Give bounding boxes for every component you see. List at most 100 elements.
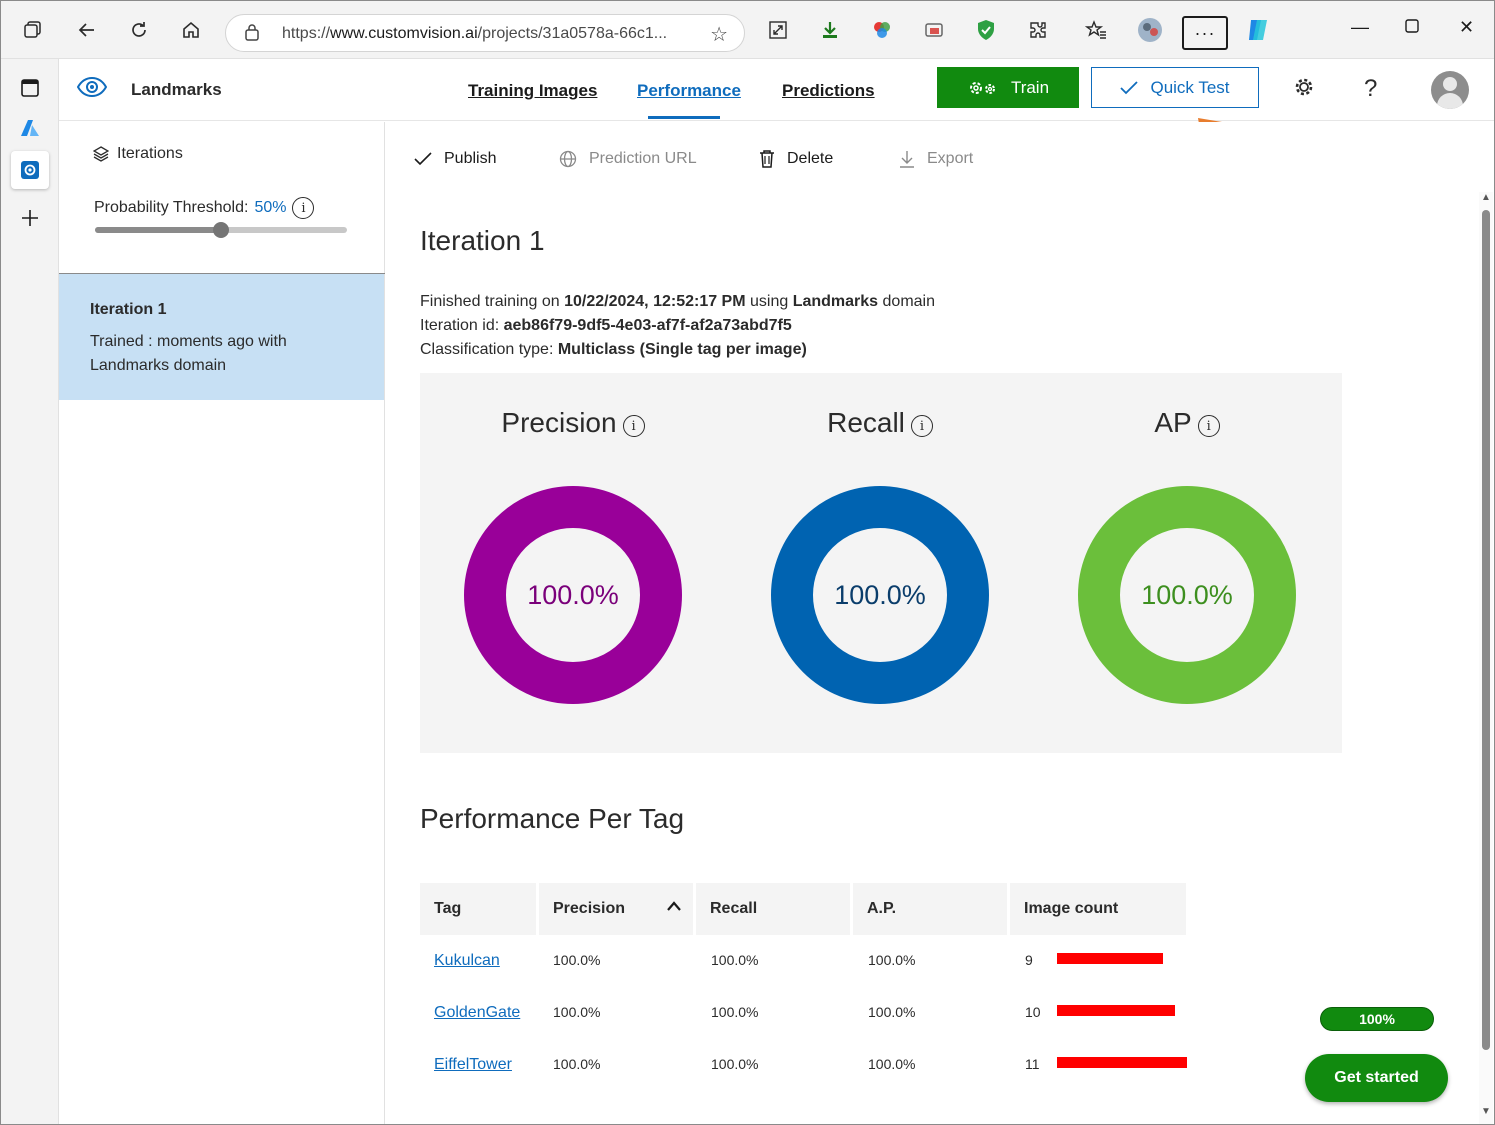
active-tab-indicator — [648, 116, 720, 119]
color-picker-extension-icon[interactable] — [867, 15, 897, 45]
column-label: Recall — [710, 900, 758, 917]
back-icon[interactable] — [72, 15, 102, 45]
info-icon[interactable]: i — [910, 415, 933, 437]
favorites-icon[interactable] — [1081, 15, 1111, 45]
iterations-label: Iterations — [117, 145, 183, 162]
precision-donut — [464, 486, 682, 704]
address-bar[interactable]: https://www.customvision.ai/projects/31a… — [225, 14, 745, 52]
screen-cast-extension-icon[interactable] — [919, 15, 949, 45]
metrics-panel: Precision i 100.0% Recall i 100.0% AP i 100… — [420, 373, 1342, 753]
tag-link[interactable]: EiffelTower — [434, 1056, 512, 1073]
page-scrollbar[interactable]: ▲ ▼ — [1479, 192, 1493, 1124]
train-button[interactable]: Train — [937, 67, 1079, 108]
download-icon — [900, 151, 914, 168]
delete-button[interactable]: Delete — [759, 150, 833, 168]
tab-predictions[interactable]: Predictions — [782, 81, 875, 100]
close-icon[interactable]: ✕ — [1459, 17, 1475, 37]
settings-gear-icon[interactable] — [1292, 75, 1316, 106]
image-count-bar — [1057, 953, 1164, 964]
slider-thumb[interactable] — [213, 222, 229, 238]
tag-link[interactable]: Kukulcan — [434, 952, 500, 969]
iteration-id: aeb86f79-9df5-4e03-af7f-af2a73abd7f5 — [503, 317, 792, 334]
caret-up-icon[interactable] — [667, 901, 681, 911]
quick-test-button[interactable]: Quick Test — [1091, 67, 1259, 108]
browser-toolbar: https://www.customvision.ai/projects/31a… — [1, 1, 1494, 59]
train-label: Train — [1010, 77, 1050, 97]
checkmark-icon — [1120, 80, 1139, 94]
finished-mid: using — [745, 293, 793, 310]
tab-performance[interactable]: Performance — [637, 81, 741, 100]
layers-icon — [93, 146, 109, 162]
profile-extension-icon[interactable] — [1135, 15, 1165, 45]
performance-per-tag-heading: Performance Per Tag — [420, 803, 685, 834]
scroll-thumb[interactable] — [1482, 210, 1490, 1050]
favorite-star-icon[interactable]: ☆ — [710, 24, 728, 46]
settings-more-button[interactable]: ··· — [1182, 16, 1228, 50]
download-extension-icon[interactable] — [815, 15, 845, 45]
info-icon[interactable]: i — [292, 197, 315, 219]
ap-metric: AP i 100.0% — [1067, 373, 1307, 753]
threshold-slider[interactable] — [95, 222, 347, 238]
sidebar-panel-icon[interactable] — [15, 73, 45, 103]
tabs-icon[interactable] — [18, 15, 48, 45]
publish-button[interactable]: Publish — [414, 150, 496, 168]
shield-extension-icon[interactable] — [971, 15, 1001, 45]
iteration-list-item[interactable]: Iteration 1 Trained : moments ago with L… — [59, 274, 384, 400]
iterations-header: Iterations — [93, 145, 183, 163]
iteration-title: Iteration 1 — [90, 301, 167, 318]
classification-type: Multiclass (Single tag per image) — [557, 341, 807, 358]
refresh-icon[interactable] — [124, 15, 154, 45]
help-icon[interactable]: ? — [1364, 75, 1378, 102]
column-label: A.P. — [867, 900, 897, 917]
quick-test-label: Quick Test — [1150, 77, 1230, 97]
image-count-bar — [1057, 1005, 1176, 1016]
custom-vision-eye-icon[interactable] — [77, 76, 107, 98]
performance-main: Publish Prediction URL Delete Export Ite… — [386, 122, 1478, 1124]
tag-link[interactable]: GoldenGate — [434, 1004, 521, 1021]
ap-donut — [1078, 486, 1296, 704]
recall-cell: 100.0% — [711, 952, 759, 968]
column-header-ap[interactable]: A.P. — [853, 883, 1007, 935]
project-name[interactable]: Landmarks — [131, 80, 222, 99]
donut-ring — [1078, 486, 1296, 704]
export-label: Export — [927, 150, 974, 167]
iteration-id-line: Iteration id: aeb86f79-9df5-4e03-af7f-af… — [420, 317, 792, 335]
home-icon[interactable] — [176, 15, 206, 45]
donut-ring — [771, 486, 989, 704]
copilot-icon[interactable] — [1244, 15, 1274, 45]
azure-icon[interactable] — [15, 113, 45, 143]
extensions-puzzle-icon[interactable] — [1023, 15, 1053, 45]
column-label: Image count — [1024, 900, 1119, 917]
get-started-button[interactable]: Get started — [1305, 1054, 1448, 1102]
info-icon[interactable]: i — [1197, 415, 1220, 437]
image-count-cell: 10 — [1025, 1004, 1041, 1020]
image-count-cell: 9 — [1025, 952, 1033, 968]
column-header-recall[interactable]: Recall — [696, 883, 850, 935]
scroll-up-icon[interactable]: ▲ — [1481, 192, 1491, 203]
recall-cell: 100.0% — [711, 1004, 759, 1020]
finished-prefix: Finished training on — [420, 293, 565, 310]
iterations-panel: Iterations Probability Threshold: 50% i … — [59, 122, 385, 1124]
column-header-tag[interactable]: Tag — [420, 883, 536, 935]
browser-sidebar — [1, 59, 59, 1124]
prediction-url-button[interactable]: Prediction URL — [559, 150, 697, 168]
add-icon[interactable] — [15, 203, 45, 233]
tab-training-images[interactable]: Training Images — [468, 81, 598, 100]
immersive-reader-icon[interactable] — [763, 15, 793, 45]
recall-donut — [771, 486, 989, 704]
url-text: https://www.customvision.ai/projects/31a… — [282, 25, 667, 43]
gears-icon — [969, 81, 995, 94]
maximize-icon[interactable] — [1405, 17, 1419, 38]
info-icon[interactable]: i — [622, 415, 645, 437]
scroll-down-icon[interactable]: ▼ — [1481, 1106, 1491, 1117]
slider-fill — [95, 227, 221, 233]
minimize-icon[interactable]: — — [1351, 17, 1369, 37]
iteration-subtitle: Trained : moments ago with Landmarks dom… — [90, 333, 287, 374]
custom-vision-tab-icon[interactable] — [11, 151, 49, 189]
user-avatar[interactable] — [1431, 71, 1469, 109]
column-header-image-count[interactable]: Image count — [1010, 883, 1186, 935]
app-header: Landmarks Training Images Performance Pr… — [59, 59, 1494, 121]
export-button[interactable]: Export — [899, 150, 973, 168]
column-header-precision[interactable]: Precision — [539, 883, 693, 935]
finished-domain: Landmarks — [792, 293, 879, 310]
